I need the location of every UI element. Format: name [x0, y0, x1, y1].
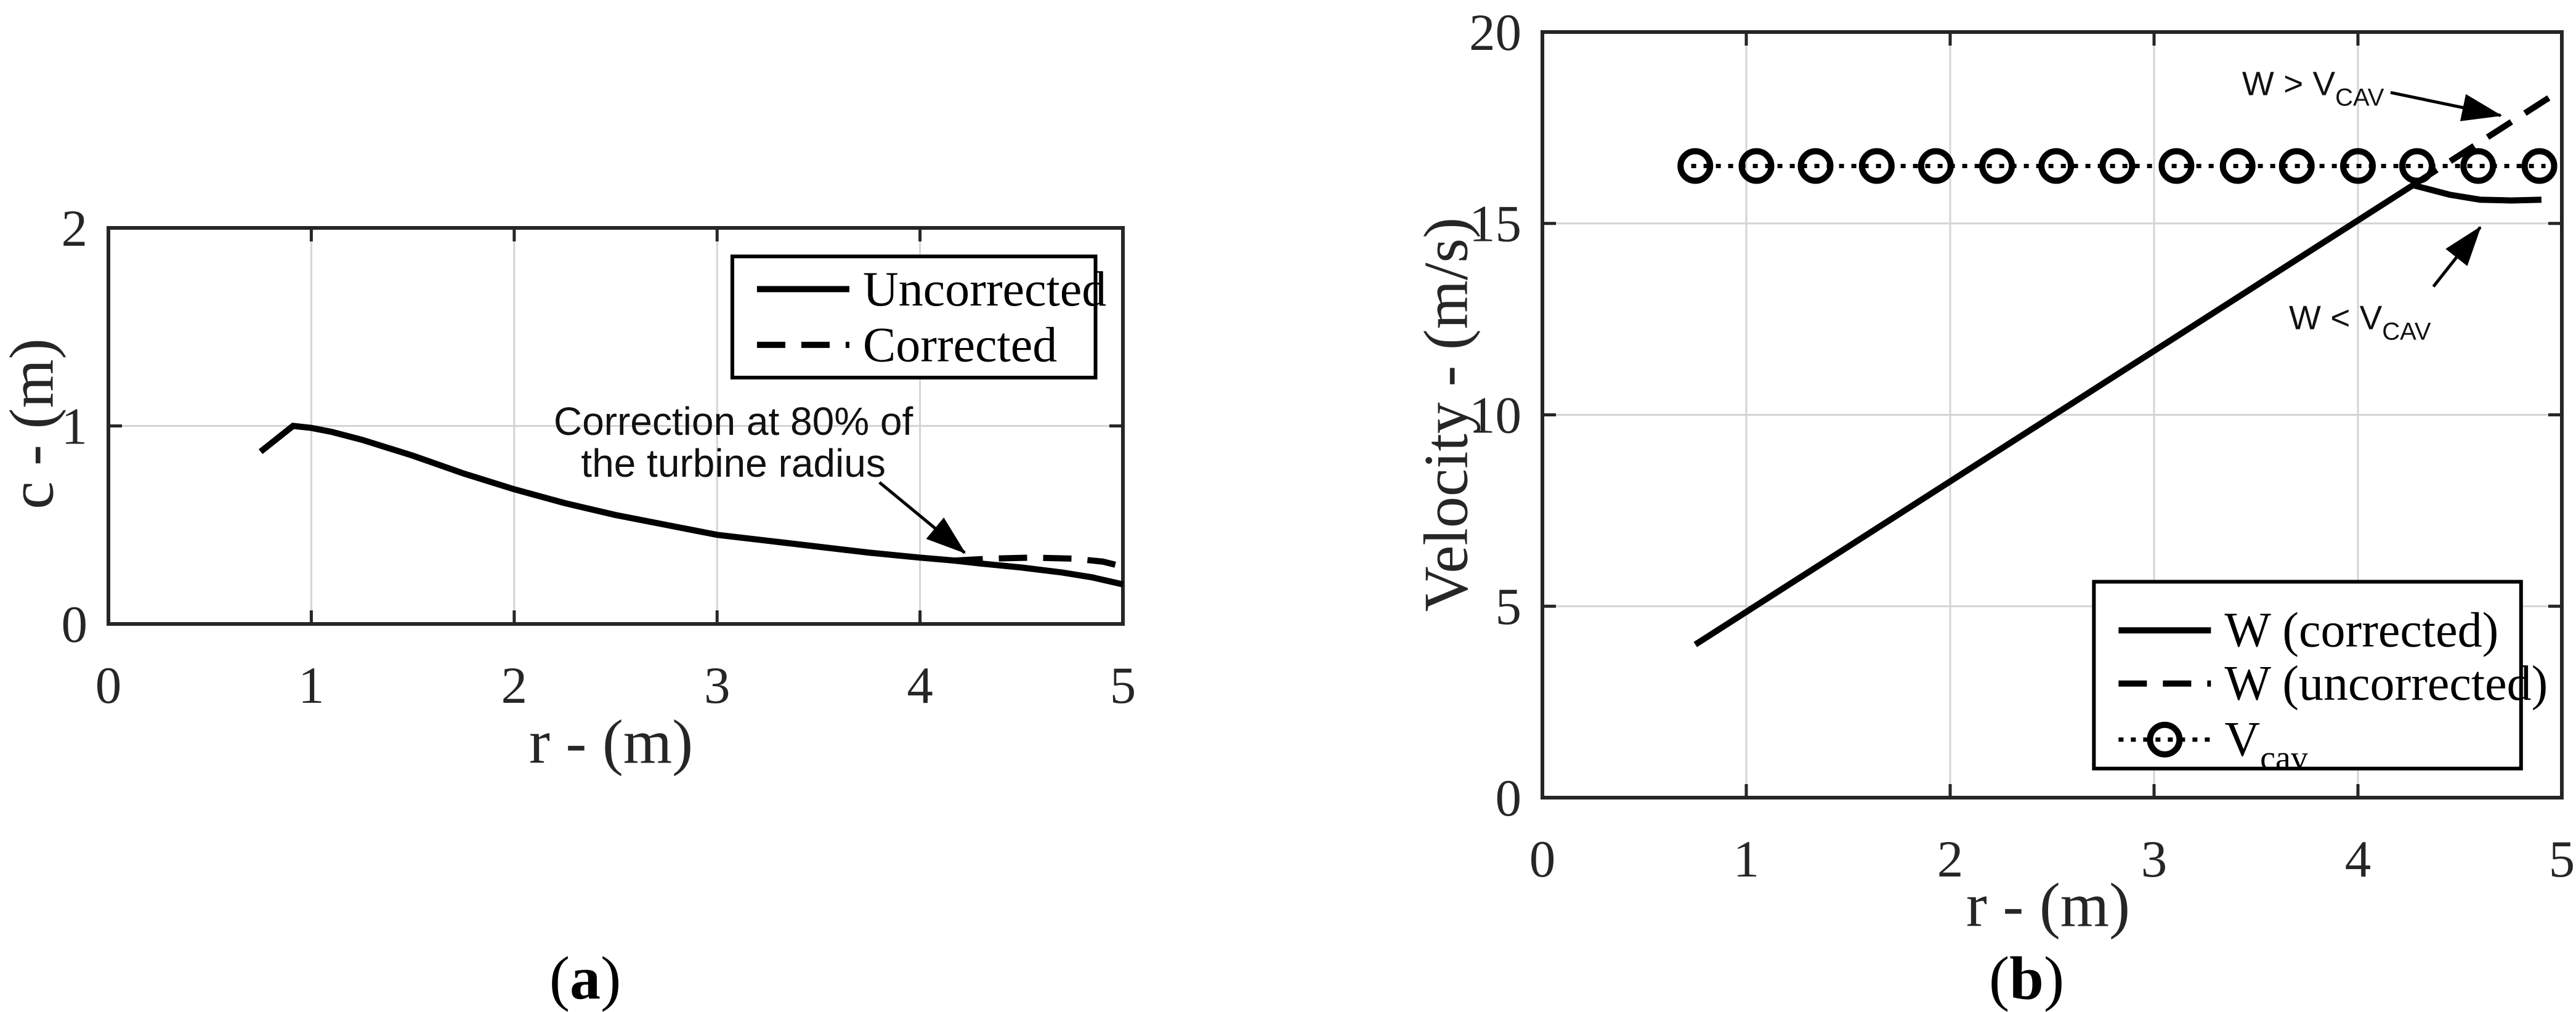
x-tick-label: 0	[1529, 830, 1556, 888]
vcav-marker	[1979, 148, 2015, 184]
annotation-arrow	[878, 481, 966, 554]
caption-b: (b)	[1989, 943, 2064, 1012]
series-vcav	[1677, 148, 2558, 184]
x-axis-label-a: r - (m)	[529, 707, 694, 777]
vcav-marker	[2219, 148, 2256, 184]
caption-b-close: )	[2043, 944, 2065, 1012]
legend-entry-label: W (uncorrected)	[2224, 657, 2548, 711]
tick-labels: 0 1 2 3 4 5 0 1 2	[62, 200, 1136, 714]
vcav-marker	[2099, 148, 2136, 184]
caption-a-open: (	[549, 944, 570, 1012]
vcav-marker	[1858, 148, 1895, 184]
legend-entry-label: W (corrected)	[2224, 604, 2498, 658]
caption-a-letter: a	[570, 944, 601, 1012]
caption-a: (a)	[549, 943, 622, 1012]
vcav-marker	[1677, 148, 1714, 184]
series-corrected	[954, 554, 1124, 570]
y-tick-label: 2	[62, 200, 88, 257]
vcav-marker	[2399, 148, 2435, 184]
legend-box	[2092, 580, 2523, 771]
annotation-text: Correction at 80% of	[554, 399, 913, 443]
series-w-corrected	[1693, 182, 2542, 647]
x-tick-label: 1	[298, 657, 325, 714]
x-tick-label: 4	[2345, 830, 2371, 888]
y-axis-label-a: c - (m)	[0, 338, 67, 509]
legend-entry-label: Vcav	[2224, 713, 2308, 777]
annotation-0: W > VCAV	[2242, 65, 2503, 121]
y-tick-label: 5	[1496, 578, 1522, 636]
vcav-marker	[2521, 148, 2558, 184]
annotation-arrow	[2390, 91, 2503, 121]
legend-box	[730, 254, 1098, 380]
vcav-marker	[2158, 148, 2195, 184]
legend-sample-marker	[2147, 721, 2183, 758]
y-tick-label: 10	[1469, 386, 1521, 444]
vcav-marker	[1738, 148, 1775, 184]
vcav-marker	[1918, 148, 1954, 184]
y-tick-label: 20	[1469, 4, 1521, 62]
y-tick-label: 0	[62, 596, 88, 654]
y-tick-label: 15	[1469, 195, 1521, 253]
vcav-marker	[1797, 148, 1834, 184]
y-axis-label-b: Velocity - (m/s)	[1411, 217, 1481, 612]
annotation-text: W < VCAV	[2289, 298, 2431, 345]
series-w-uncorrected	[2411, 87, 2564, 188]
x-axis-label-b: r - (m)	[1966, 870, 2131, 941]
vcav-marker	[2038, 148, 2075, 184]
tick-marks	[1541, 30, 2564, 799]
x-tick-label: 0	[95, 657, 122, 714]
vcav-marker	[2340, 148, 2376, 184]
annotation-text: the turbine radius	[581, 441, 886, 485]
caption-b-letter: b	[2009, 944, 2044, 1012]
caption-b-open: (	[1988, 944, 2010, 1012]
y-tick-label: 0	[1496, 769, 1522, 827]
x-tick-label: 4	[907, 657, 933, 714]
vcav-marker	[2460, 148, 2497, 184]
x-tick-label: 1	[1733, 830, 1760, 888]
annotation-text: W > VCAV	[2242, 65, 2384, 111]
x-tick-label: 5	[2549, 830, 2575, 888]
vcav-marker	[2278, 148, 2315, 184]
legend-entry-label: Uncorrected	[863, 262, 1106, 317]
y-tick-label: 1	[62, 397, 88, 455]
x-tick-label: 3	[704, 657, 731, 714]
caption-a-close: )	[601, 944, 622, 1012]
x-tick-label: 3	[2141, 830, 2168, 888]
tick-labels: 0 1 2 3 4 5 0 5 10 15 20	[1469, 4, 2575, 888]
x-tick-label: 2	[501, 657, 528, 714]
tick-marks	[107, 226, 1125, 626]
x-tick-label: 2	[1937, 830, 1964, 888]
annotation-arrow	[2432, 226, 2482, 288]
series-uncorrected	[258, 423, 1124, 588]
legend: W (corrected)W (uncorrected)Vcav	[2092, 580, 2548, 777]
legend-entry-label: Corrected	[863, 318, 1057, 372]
x-tick-label: 5	[1110, 657, 1136, 714]
annotation-1: W < VCAV	[2289, 226, 2482, 345]
